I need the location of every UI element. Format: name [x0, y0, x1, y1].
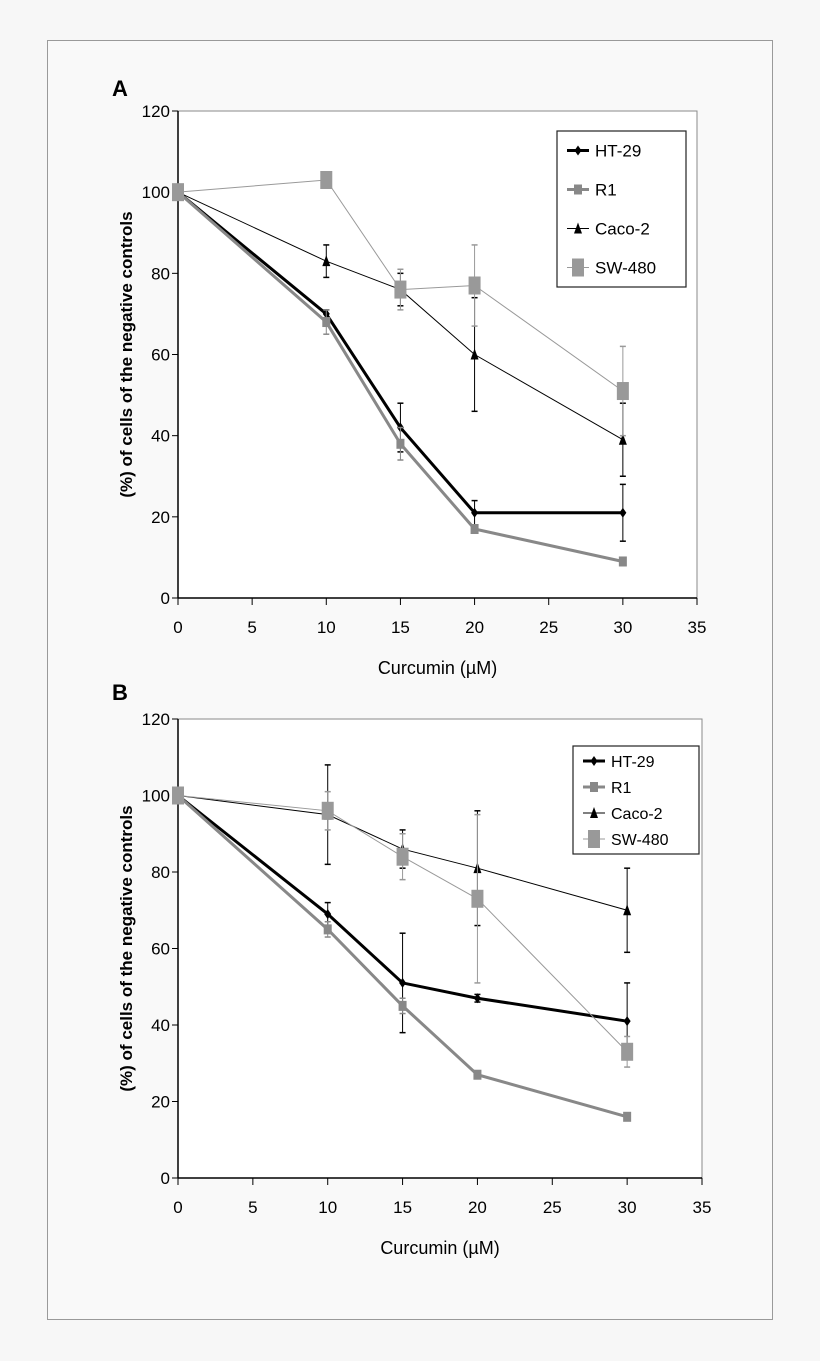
legend-marker — [572, 258, 584, 277]
x-tick-label: 10 — [317, 618, 336, 637]
data-point — [322, 255, 331, 267]
x-tick-label: 25 — [543, 1198, 562, 1217]
data-point — [623, 904, 632, 916]
data-point — [394, 280, 407, 299]
x-tick-label: 5 — [247, 618, 256, 637]
x-tick-label: 30 — [613, 618, 632, 637]
y-tick-label: 100 — [142, 183, 170, 202]
y-tick-label: 80 — [151, 264, 170, 283]
data-point — [621, 1042, 634, 1061]
series-r1 — [174, 187, 627, 567]
y-tick-label: 120 — [142, 102, 170, 121]
y-axis-label: (%) of cells of the negative controls — [117, 805, 136, 1091]
data-point — [468, 276, 481, 295]
legend-label: HT-29 — [611, 754, 655, 771]
y-tick-label: 0 — [161, 589, 170, 608]
data-point — [619, 507, 627, 518]
data-point — [471, 507, 479, 518]
data-point — [172, 183, 184, 202]
legend-label: R1 — [595, 181, 617, 200]
x-axis-label: Curcumin (µM) — [378, 658, 497, 678]
y-tick-label: 80 — [151, 863, 170, 882]
legend-label: Caco-2 — [611, 806, 663, 823]
panel-label: A — [112, 76, 128, 101]
legend-marker — [574, 222, 582, 234]
data-point — [471, 889, 484, 908]
x-axis-label: Curcumin (µM) — [380, 1238, 499, 1258]
data-point — [322, 317, 331, 328]
x-tick-label: 25 — [539, 618, 558, 637]
data-point — [616, 382, 629, 401]
data-point — [320, 170, 333, 189]
legend-label: SW-480 — [595, 259, 656, 278]
legend-label: Caco-2 — [595, 220, 650, 239]
data-point — [623, 1111, 632, 1122]
data-point — [396, 438, 405, 449]
data-point — [623, 1016, 631, 1027]
y-tick-label: 120 — [142, 710, 170, 729]
data-point — [470, 348, 479, 360]
legend: HT-29 R1 Caco-2 SW-480 — [556, 130, 687, 288]
panel-b: B 0 20 40 60 80 100 120 0 5 10 15 20 25 30 35 Curcumin (… — [112, 680, 711, 1258]
legend-marker — [574, 184, 582, 195]
legend-label: HT-29 — [595, 142, 641, 161]
y-tick-label: 20 — [151, 508, 170, 527]
panel-a: A 0 20 40 60 80 100 120 0 5 10 15 20 25 30 35 Curcumin (… — [112, 76, 706, 678]
y-tick-label: 40 — [151, 427, 170, 446]
x-tick-label: 30 — [618, 1198, 637, 1217]
data-point — [399, 977, 407, 988]
data-point — [398, 1000, 407, 1011]
x-tick-label: 0 — [173, 618, 182, 637]
legend: HT-29 R1 Caco-2 SW-480 — [572, 745, 700, 855]
legend-label: SW-480 — [611, 832, 669, 849]
x-tick-label: 20 — [468, 1198, 487, 1217]
data-point — [321, 801, 334, 820]
data-point — [618, 433, 627, 445]
y-tick-label: 60 — [151, 346, 170, 365]
data-point — [323, 924, 332, 935]
x-tick-label: 20 — [465, 618, 484, 637]
legend-marker — [590, 756, 598, 766]
legend-marker — [574, 145, 582, 156]
legend-marker — [590, 782, 598, 792]
x-tick-label: 35 — [693, 1198, 712, 1217]
y-tick-label: 40 — [151, 1016, 170, 1035]
series-sw-480 — [172, 170, 629, 437]
data-point — [473, 1069, 482, 1080]
data-point — [324, 909, 332, 920]
x-tick-label: 0 — [173, 1198, 182, 1217]
x-tick-label: 5 — [248, 1198, 257, 1217]
y-tick-label: 60 — [151, 940, 170, 959]
data-point — [473, 993, 481, 1004]
data-point — [470, 524, 479, 535]
legend-marker — [588, 830, 600, 848]
x-tick-label: 15 — [391, 618, 410, 637]
series-ht-29 — [174, 790, 631, 1061]
y-axis-label: (%) of cells of the negative controls — [117, 211, 136, 497]
x-tick-label: 10 — [318, 1198, 337, 1217]
y-tick-label: 100 — [142, 787, 170, 806]
x-tick-label: 35 — [688, 618, 707, 637]
data-point — [172, 786, 184, 805]
y-tick-label: 0 — [161, 1169, 170, 1188]
data-point — [618, 556, 627, 567]
series-sw-480 — [172, 786, 634, 1068]
legend-marker — [590, 807, 598, 818]
legend-label: R1 — [611, 780, 632, 797]
data-point — [396, 847, 409, 866]
x-tick-label: 15 — [393, 1198, 412, 1217]
panel-label: B — [112, 680, 128, 705]
y-tick-label: 20 — [151, 1093, 170, 1112]
